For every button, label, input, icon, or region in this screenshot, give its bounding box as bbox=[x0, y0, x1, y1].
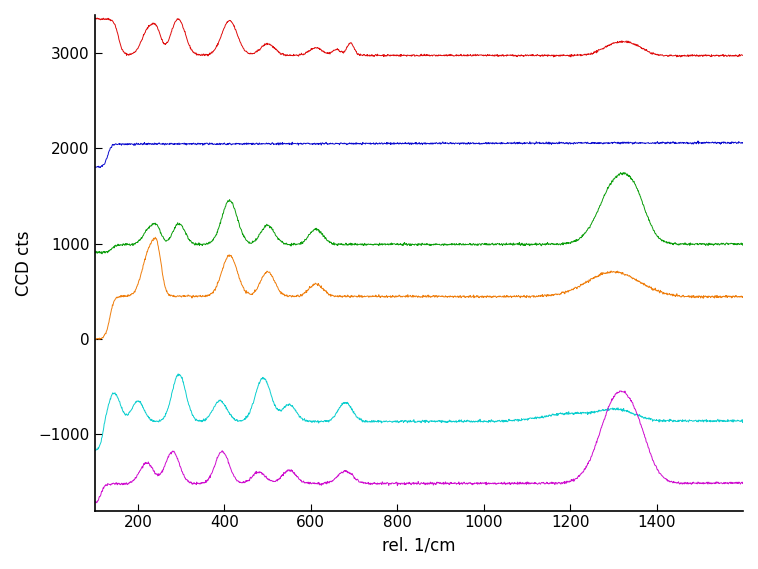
Y-axis label: CCD cts: CCD cts bbox=[15, 230, 33, 295]
X-axis label: rel. 1/cm: rel. 1/cm bbox=[382, 536, 456, 554]
